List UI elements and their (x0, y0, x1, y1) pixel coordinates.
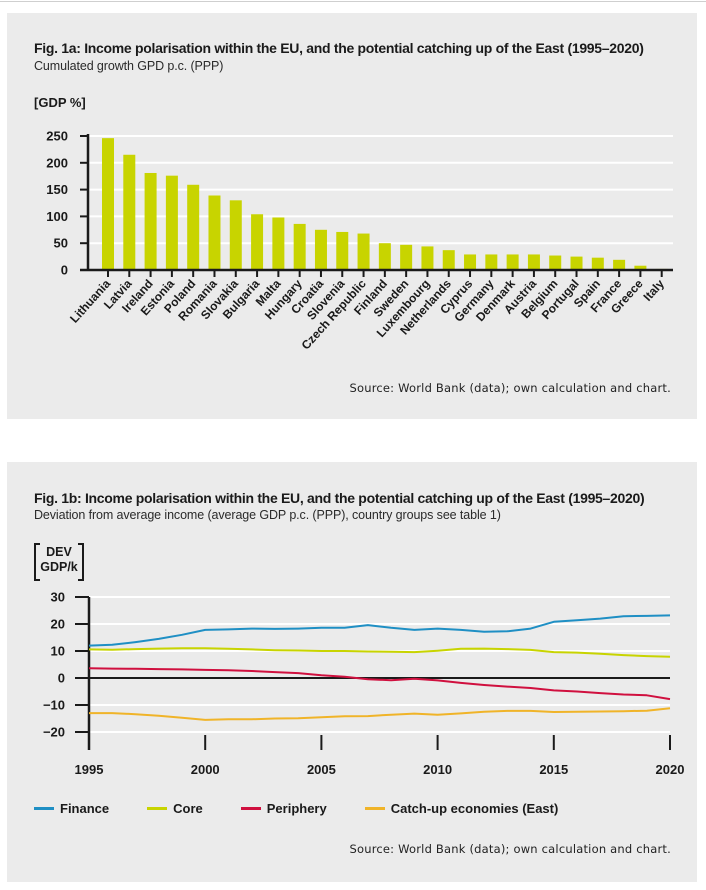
bar-cyprus (464, 254, 477, 270)
figure-1b-title: Fig. 1b: Income polarisation within the … (34, 490, 645, 506)
figure-1a-unit-label: [GDP %] (34, 95, 86, 110)
y-tick-label: −10 (43, 698, 65, 713)
bar-romania (208, 195, 221, 270)
bar-chart: 050100150200250LithuaniaLatviaIrelandEst… (46, 129, 673, 352)
series-finance (88, 614, 671, 647)
bar-czech-republic (357, 233, 370, 270)
left-bracket (34, 543, 40, 581)
line-chart: −20 −10 0 10 20 30 1995 2000 2005 2010 2015 2020 (43, 590, 685, 778)
bar-portugal (570, 256, 583, 270)
bar-netherlands (442, 250, 455, 270)
bar-luxembourg (421, 246, 434, 270)
y-tick-label: 20 (51, 617, 65, 632)
legend-swatch-core (147, 807, 168, 810)
bar-slovakia (229, 200, 242, 270)
y-tick-label: 50 (54, 236, 68, 251)
bar-sweden (400, 244, 413, 270)
legend-swatch-finance (34, 807, 54, 810)
x-tick-label: Italy (640, 276, 667, 303)
legend-item-finance: Finance (34, 801, 109, 816)
legend-label-core: Core (173, 801, 203, 816)
bar-germany (485, 254, 498, 270)
y-tick-label: 0 (61, 263, 68, 278)
legend-swatch-catchup (364, 807, 385, 810)
legend-item-periphery: Periphery (240, 801, 327, 816)
legend-item-core: Core (147, 801, 203, 816)
figure-1b-panel: Fig. 1b: Income polarisation within the … (7, 462, 697, 882)
figure-1b-unit-label: DEV GDP/k (34, 543, 84, 581)
bar-latvia (123, 154, 136, 270)
series-periphery (88, 667, 671, 701)
bar-france (613, 259, 626, 270)
y-tick-label: −20 (43, 725, 65, 740)
x-tick-label: 1995 (75, 762, 104, 777)
y-tick-label: 0 (58, 671, 65, 686)
unit-line-2: GDP/k (40, 560, 78, 574)
y-tick-label: 10 (51, 644, 65, 659)
bar-bulgaria (251, 214, 264, 270)
series-catchup (89, 707, 671, 721)
figure-1a-subtitle: Cumulated growth GPD p.c. (PPP) (34, 59, 224, 73)
legend-label-catchup: Catch-up economies (East) (390, 801, 559, 816)
bar-belgium (549, 255, 562, 270)
bar-denmark (506, 254, 519, 270)
x-tick-label: 2010 (423, 762, 452, 777)
x-tick-label: 2005 (307, 762, 336, 777)
y-tick-label: 200 (46, 155, 68, 170)
legend: Finance Core Periphery Catch-up economie… (34, 801, 596, 816)
bar-spain (591, 257, 604, 270)
bar-poland (187, 184, 200, 270)
bar-malta (272, 217, 285, 270)
bar-lithuania (102, 138, 114, 270)
figure-1a-source: Source: World Bank (data); own calculati… (349, 381, 671, 395)
bar-croatia (314, 229, 327, 270)
figure-1a-title: Fig. 1a: Income polarisation within the … (34, 40, 644, 56)
bar-slovenia (336, 231, 349, 270)
x-tick-label: 2000 (191, 762, 220, 777)
y-tick-label: 30 (51, 590, 65, 605)
x-tick-label: 2020 (656, 762, 685, 777)
bar-estonia (165, 175, 178, 270)
figure-1b-source: Source: World Bank (data); own calculati… (349, 842, 671, 856)
figure-1a-panel: Fig. 1a: Income polarisation within the … (7, 13, 697, 419)
legend-swatch-periphery (240, 807, 261, 810)
figure-1b-subtitle: Deviation from average income (average G… (34, 508, 501, 522)
bar-finland (378, 243, 391, 270)
top-divider (0, 1, 706, 2)
series-core (88, 647, 671, 658)
right-bracket (78, 543, 84, 581)
bar-hungary (293, 223, 306, 270)
y-tick-label: 150 (46, 182, 68, 197)
bar-greece (634, 265, 647, 270)
y-tick-label: 250 (46, 129, 68, 144)
bar-austria (527, 254, 540, 270)
legend-label-periphery: Periphery (266, 801, 327, 816)
x-tick-label: 2015 (539, 762, 568, 777)
legend-label-finance: Finance (60, 801, 110, 816)
y-tick-label: 100 (46, 209, 68, 224)
legend-item-catchup: Catch-up economies (East) (364, 801, 559, 816)
bar-ireland (144, 172, 157, 270)
unit-line-1: DEV (46, 545, 72, 559)
